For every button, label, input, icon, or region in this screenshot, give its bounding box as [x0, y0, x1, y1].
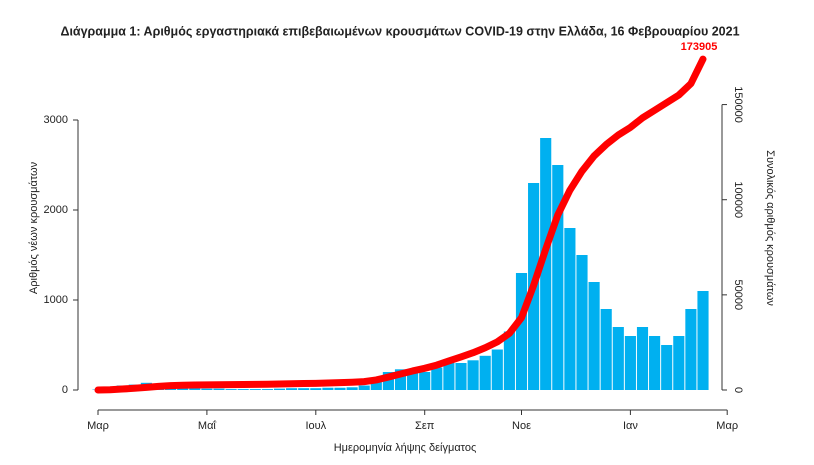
- data-label: 173905: [681, 41, 718, 53]
- bar: [419, 372, 431, 390]
- bar: [273, 388, 286, 390]
- bar: [564, 228, 576, 390]
- y-tick-label: 2000: [44, 204, 68, 216]
- x-tick-label: Ιαν: [623, 420, 638, 432]
- bar: [491, 349, 503, 390]
- bar: [685, 309, 697, 390]
- y2-tick-label: 150000: [732, 86, 744, 123]
- bar: [443, 363, 455, 390]
- y2-axis-label: Συνολικός αριθμός κρουσμάτων: [764, 150, 776, 306]
- x-tick-label: Νοε: [512, 420, 531, 432]
- bar: [201, 388, 213, 390]
- bar: [515, 273, 528, 390]
- y2-tick-label: 50000: [732, 280, 744, 311]
- bar: [298, 388, 310, 390]
- bar: [600, 309, 612, 390]
- bar: [588, 282, 600, 390]
- bar: [286, 388, 298, 390]
- bar: [431, 367, 443, 390]
- bar: [346, 387, 358, 390]
- bar: [661, 345, 673, 390]
- bar: [455, 363, 467, 390]
- bar: [636, 327, 649, 390]
- bar: [673, 336, 685, 390]
- bar: [697, 291, 709, 390]
- y2-tick-label: 0: [732, 387, 744, 393]
- x-tick-label: Μαΐ: [198, 420, 217, 432]
- bar: [370, 379, 382, 390]
- chart-title: Διάγραμμα 1: Αριθμός εργαστηριακά επιβεβ…: [60, 24, 739, 38]
- bar: [334, 387, 346, 390]
- y2-tick-label: 100000: [732, 181, 744, 218]
- bar: [310, 388, 322, 390]
- y-tick-label: 3000: [44, 114, 68, 126]
- bar: [249, 389, 261, 390]
- bar: [407, 369, 419, 390]
- bar: [358, 385, 370, 390]
- bar: [612, 327, 624, 390]
- x-tick-label: Ιουλ: [305, 420, 326, 432]
- bar: [552, 165, 564, 390]
- cumulative-line: [94, 55, 707, 394]
- y-axis-label: Αριθμός νέων κρουσμάτων: [28, 161, 40, 294]
- x-axis-label: Ημερομηνία λήψης δείγματος: [334, 442, 477, 454]
- bar: [237, 389, 249, 390]
- bar: [322, 387, 334, 390]
- bar: [225, 389, 237, 390]
- bar: [394, 369, 407, 390]
- y-tick-label: 0: [62, 384, 68, 396]
- x-tick-label: Μαρ: [716, 420, 738, 432]
- bar: [479, 355, 491, 390]
- bar: [467, 360, 479, 390]
- x-tick-label: Σεπ: [415, 420, 435, 432]
- bar: [261, 389, 273, 390]
- bar: [189, 387, 201, 390]
- bar: [503, 331, 515, 390]
- x-tick-label: Μαρ: [87, 420, 109, 432]
- y-tick-label: 1000: [44, 294, 68, 306]
- bar: [576, 255, 588, 390]
- bar: [649, 336, 661, 390]
- bar: [540, 138, 552, 390]
- bar: [213, 388, 225, 390]
- bar: [382, 372, 394, 390]
- bar: [624, 336, 636, 390]
